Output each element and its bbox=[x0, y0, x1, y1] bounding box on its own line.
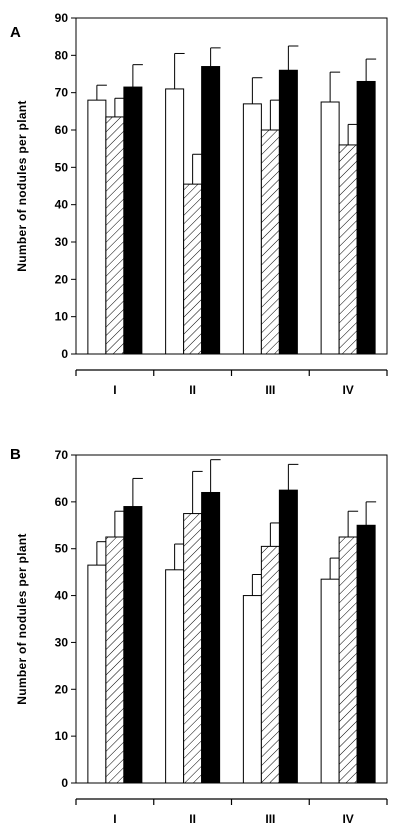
bar bbox=[87, 564, 107, 784]
bar bbox=[183, 183, 203, 355]
y-axis-label: Number of nodules per plant bbox=[15, 100, 29, 271]
x-tick-label: II bbox=[189, 812, 196, 825]
x-tick-label: II bbox=[189, 383, 196, 397]
panel-letter: B bbox=[10, 446, 21, 463]
bar bbox=[242, 595, 262, 784]
y-tick-label: 10 bbox=[55, 729, 69, 743]
bar bbox=[320, 578, 340, 784]
bar bbox=[356, 524, 376, 784]
y-tick-label: 0 bbox=[61, 776, 68, 790]
bar bbox=[105, 536, 125, 784]
y-tick-label: 60 bbox=[55, 495, 69, 509]
y-axis-label: Number of nodules per plant bbox=[15, 533, 29, 704]
panel-letter: A bbox=[10, 24, 21, 41]
y-tick-label: 70 bbox=[55, 448, 69, 462]
bar bbox=[260, 129, 280, 355]
x-tick-label: IV bbox=[342, 812, 353, 825]
y-tick-label: 20 bbox=[55, 272, 69, 286]
bar bbox=[320, 101, 340, 355]
y-tick-label: 30 bbox=[55, 635, 69, 649]
y-tick-label: 0 bbox=[61, 347, 68, 361]
y-tick-label: 90 bbox=[55, 11, 69, 25]
bar bbox=[123, 506, 143, 784]
plot-frame bbox=[75, 17, 388, 355]
bar bbox=[278, 489, 298, 784]
y-tick-label: 40 bbox=[55, 198, 69, 212]
bar bbox=[278, 69, 298, 355]
bar bbox=[183, 513, 203, 784]
bar bbox=[123, 86, 143, 355]
y-tick-label: 60 bbox=[55, 123, 69, 137]
y-tick-label: 20 bbox=[55, 682, 69, 696]
bar bbox=[338, 536, 358, 784]
y-tick-label: 70 bbox=[55, 86, 69, 100]
bar bbox=[201, 66, 221, 355]
bar bbox=[356, 80, 376, 355]
y-tick-label: 10 bbox=[55, 310, 69, 324]
plot-frame bbox=[75, 454, 388, 784]
bar bbox=[165, 88, 185, 355]
y-tick-label: 50 bbox=[55, 160, 69, 174]
y-tick-label: 80 bbox=[55, 48, 69, 62]
panel-a-chart: A Number of nodules per plant 0 10 20 30 40 50 6… bbox=[10, 11, 388, 397]
x-tick-label: I bbox=[113, 383, 116, 397]
bar bbox=[260, 545, 280, 784]
bar bbox=[165, 569, 185, 784]
bar bbox=[242, 103, 262, 355]
x-tick-label: III bbox=[265, 383, 275, 397]
x-tick-label: III bbox=[265, 812, 275, 825]
bar bbox=[87, 99, 107, 355]
bar bbox=[338, 144, 358, 355]
y-tick-label: 30 bbox=[55, 235, 69, 249]
y-tick-label: 40 bbox=[55, 589, 69, 603]
panel-b-chart: B Number of nodules per plant 0 10 20 30 40 50 6… bbox=[10, 446, 388, 825]
x-tick-label: IV bbox=[342, 383, 353, 397]
y-tick-label: 50 bbox=[55, 542, 69, 556]
bar bbox=[105, 116, 125, 355]
bar bbox=[201, 491, 221, 784]
x-tick-label: I bbox=[113, 812, 116, 825]
